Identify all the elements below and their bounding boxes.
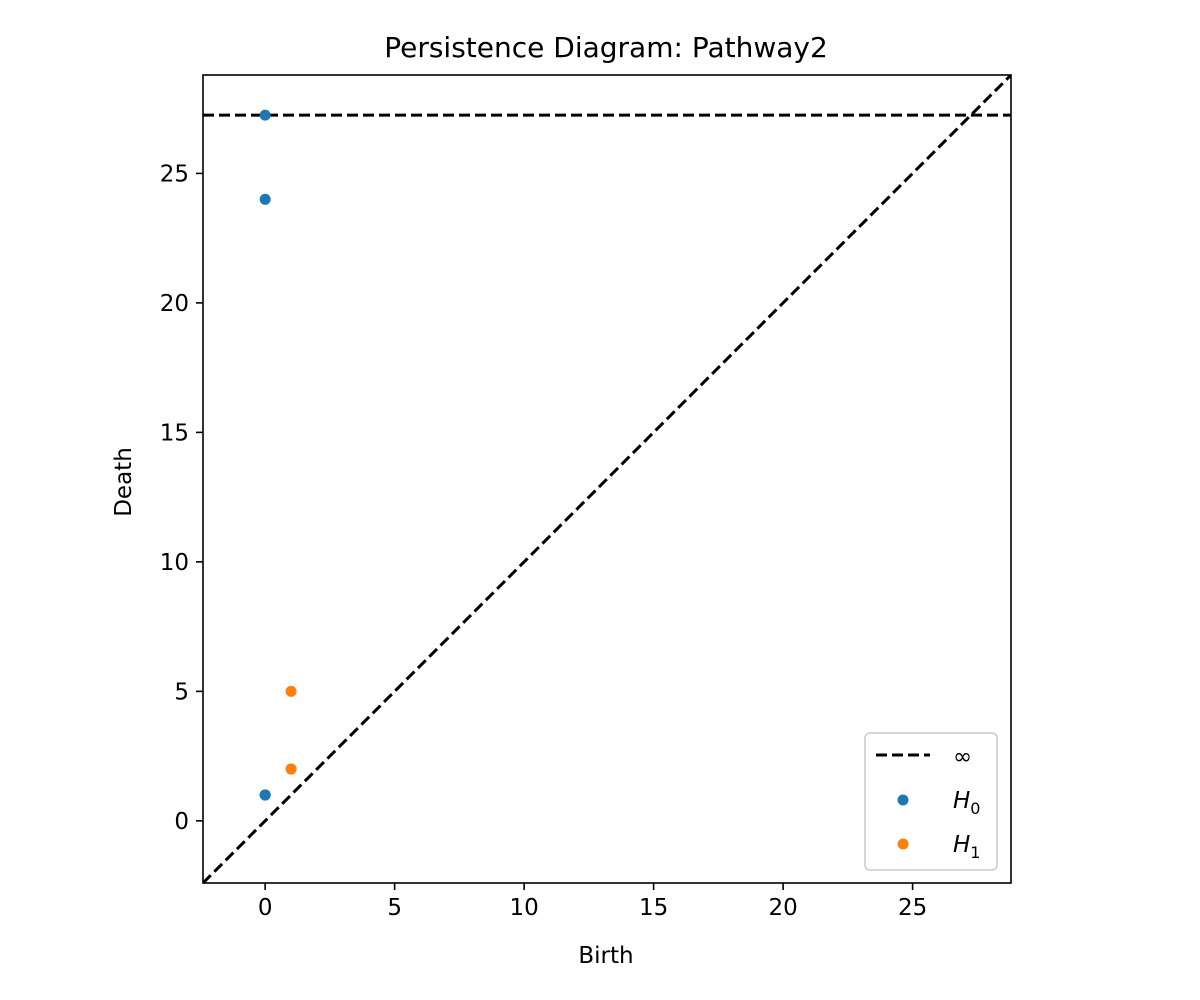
point-h1-0 [285, 685, 297, 697]
diagonal-line [203, 75, 1011, 883]
x-tick-label: 5 [387, 895, 402, 921]
x-axis-label: Birth [578, 943, 633, 969]
x-tick-label: 10 [509, 895, 538, 921]
y-axis-label: Death [111, 447, 137, 517]
chart-title: Persistence Diagram: Pathway2 [384, 31, 828, 64]
y-tick-label: 0 [174, 809, 189, 835]
x-tick-label: 0 [258, 895, 273, 921]
point-h0-4 [259, 789, 271, 801]
y-tick-label: 20 [160, 291, 189, 317]
point-h0-1 [259, 193, 271, 205]
point-h1-2 [285, 763, 297, 775]
y-tick-label: 15 [160, 420, 189, 446]
legend-label-h1: H1 [953, 832, 980, 862]
legend-marker-h1 [897, 838, 909, 850]
legend-label-h0: H0 [953, 788, 980, 818]
legend-marker-h0 [897, 794, 909, 806]
point-h0-0 [259, 109, 271, 121]
y-tick-label: 5 [174, 679, 189, 705]
legend-box [864, 732, 998, 871]
legend-infinity-label: ∞ [953, 744, 972, 770]
x-tick-label: 20 [768, 895, 797, 921]
plot-area: 0 5 10 15 20 25 0 5 10 15 20 25 [160, 74, 1012, 921]
y-tick-label: 25 [160, 161, 189, 187]
x-tick-label: 25 [898, 895, 927, 921]
plot-content [203, 75, 1011, 883]
x-tick-label: 15 [639, 895, 668, 921]
plot-frame [202, 74, 1012, 884]
y-tick-label: 10 [160, 550, 189, 576]
legend: ∞ H0 H1 [864, 732, 998, 871]
